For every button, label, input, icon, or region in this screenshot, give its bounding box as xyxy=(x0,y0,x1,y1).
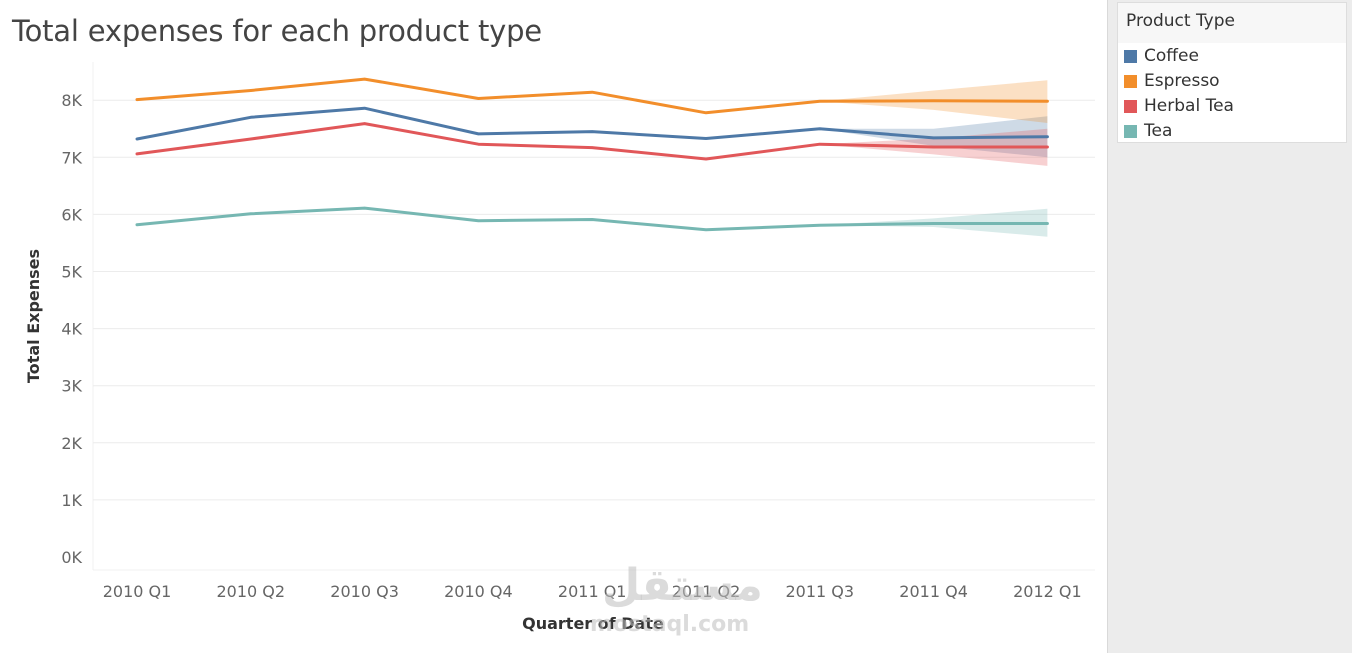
x-tick-label: 2012 Q1 xyxy=(1013,582,1082,601)
data-point-coffee[interactable] xyxy=(932,136,935,140)
data-point-espresso[interactable] xyxy=(1046,100,1049,103)
x-tick-label: 2010 Q4 xyxy=(444,582,513,601)
y-tick-label: 4K xyxy=(61,320,82,339)
data-point-herbal-tea[interactable] xyxy=(932,145,935,149)
data-point-tea[interactable] xyxy=(135,223,139,226)
y-tick-label: 5K xyxy=(61,263,82,282)
x-tick-label: 2011 Q2 xyxy=(672,582,741,601)
data-point-herbal-tea[interactable] xyxy=(135,152,139,156)
data-point-espresso[interactable] xyxy=(932,99,935,102)
y-tick-label: 3K xyxy=(61,377,82,396)
x-axis-title: Quarter of Date xyxy=(522,614,664,633)
legend-label: Espresso xyxy=(1144,71,1220,91)
x-tick-label: 2010 Q1 xyxy=(103,582,172,601)
legend-title: Product Type xyxy=(1126,11,1235,31)
data-point-espresso[interactable] xyxy=(135,98,139,101)
y-tick-label: 1K xyxy=(61,491,82,510)
chart-title: Total expenses for each product type xyxy=(12,14,542,48)
data-point-espresso[interactable] xyxy=(249,89,252,92)
legend-swatch xyxy=(1124,99,1137,113)
data-point-herbal-tea[interactable] xyxy=(818,142,821,146)
data-point-coffee[interactable] xyxy=(818,127,821,130)
legend-label: Tea xyxy=(1144,121,1173,141)
data-point-coffee[interactable] xyxy=(477,132,480,136)
y-axis-title: Total Expenses xyxy=(24,249,43,383)
x-tick-label: 2011 Q3 xyxy=(786,582,855,601)
data-point-coffee[interactable] xyxy=(704,137,708,140)
x-tick-label: 2011 Q4 xyxy=(899,582,968,601)
data-point-herbal-tea[interactable] xyxy=(591,146,594,149)
legend-swatch xyxy=(1124,49,1137,63)
y-tick-label: 7K xyxy=(61,148,82,167)
data-point-coffee[interactable] xyxy=(249,116,252,119)
y-tick-label: 0K xyxy=(61,548,82,567)
y-tick-label: 6K xyxy=(61,205,82,224)
line-chart: 0K 1K 2K 3K 4K 5K 6K 7K 8K 2010 Q1 2010 Q2 2010 Q3 2… xyxy=(24,62,1095,633)
data-point-tea[interactable] xyxy=(704,228,708,232)
legend-label: Herbal Tea xyxy=(1144,96,1234,116)
x-tick-label: 2010 Q3 xyxy=(330,582,399,601)
x-tick-label: 2011 Q1 xyxy=(558,582,627,601)
data-point-herbal-tea[interactable] xyxy=(477,142,480,146)
legend-item-tea[interactable]: Tea xyxy=(1124,120,1172,142)
legend[interactable]: Product Type Coffee Espresso Herbal Tea Tea xyxy=(1117,2,1347,143)
y-tick-label: 2K xyxy=(61,434,82,453)
data-point-tea[interactable] xyxy=(932,222,935,225)
data-point-herbal-tea[interactable] xyxy=(1046,145,1049,149)
data-point-herbal-tea[interactable] xyxy=(704,157,708,161)
data-point-espresso[interactable] xyxy=(477,97,480,100)
data-point-espresso[interactable] xyxy=(363,77,366,81)
legend-item-coffee[interactable]: Coffee xyxy=(1124,45,1199,67)
legend-swatch xyxy=(1124,74,1137,88)
data-point-coffee[interactable] xyxy=(1046,135,1049,138)
data-point-tea[interactable] xyxy=(1046,222,1049,225)
data-point-espresso[interactable] xyxy=(818,100,821,103)
data-point-tea[interactable] xyxy=(477,219,480,222)
data-point-herbal-tea[interactable] xyxy=(249,137,252,141)
data-point-tea[interactable] xyxy=(363,206,366,210)
data-point-espresso[interactable] xyxy=(591,91,594,94)
data-point-herbal-tea[interactable] xyxy=(363,122,366,125)
x-tick-label: 2010 Q2 xyxy=(217,582,286,601)
data-point-coffee[interactable] xyxy=(135,137,139,141)
legend-header xyxy=(1118,3,1346,43)
legend-item-herbal-tea[interactable]: Herbal Tea xyxy=(1124,95,1234,117)
data-point-tea[interactable] xyxy=(249,212,252,216)
data-point-coffee[interactable] xyxy=(363,106,366,110)
data-point-tea[interactable] xyxy=(818,224,821,227)
y-tick-label: 8K xyxy=(61,91,82,110)
data-point-coffee[interactable] xyxy=(591,130,594,133)
legend-item-espresso[interactable]: Espresso xyxy=(1124,70,1220,92)
data-point-espresso[interactable] xyxy=(704,111,708,114)
legend-swatch xyxy=(1124,124,1137,138)
data-point-tea[interactable] xyxy=(591,218,594,221)
legend-label: Coffee xyxy=(1144,46,1199,66)
